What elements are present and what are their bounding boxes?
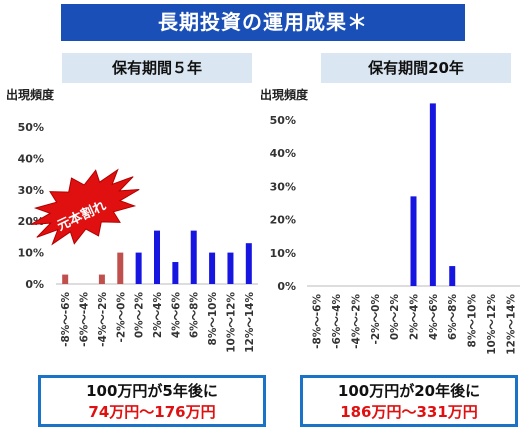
y-tick-label-5yr: 10%	[18, 247, 44, 260]
y-tick-label-5yr: 0%	[25, 278, 44, 291]
x-tick-label-5yr: 4%～6%	[170, 292, 182, 339]
x-tick-label-5yr: 6%～8%	[189, 292, 201, 339]
x-tick-label-20yr: -6%～-4%	[331, 294, 343, 349]
x-tick-label-20yr: -8%～-6%	[312, 294, 324, 349]
chart-20yr: 0% 10% 20% 30% 40% 50% -8%～-6% -6%～-4% -4%～-2% -2…	[270, 103, 520, 355]
y-tick-label-5yr: 40%	[18, 152, 44, 165]
bar-5yr	[154, 230, 160, 284]
y-tick-label-20yr: 20%	[270, 214, 296, 227]
x-tick-label-20yr: 4%～6%	[428, 294, 440, 341]
y-tick-label-20yr: 50%	[270, 114, 296, 127]
x-tick-label-5yr: -6%～-4%	[79, 292, 91, 347]
y-tick-label-20yr: 0%	[277, 280, 296, 293]
y-axis-label-20yr: 出現頻度	[260, 88, 309, 102]
bar-5yr	[172, 262, 179, 284]
result-box-20yr: 100万円が20年後に 186万円～331万円	[300, 375, 518, 427]
burst-shape	[30, 168, 140, 246]
y-tick-label-5yr: 20%	[18, 215, 44, 228]
y-tick-label-20yr: 30%	[270, 180, 296, 193]
y-tick-label-20yr: 10%	[270, 247, 296, 260]
result-box-5yr: 100万円が5年後に 74万円～176万円	[38, 375, 266, 427]
result-line2-5yr: 74万円～176万円	[88, 403, 216, 421]
bar-5yr	[135, 252, 142, 284]
x-tick-label-5yr: 12%～14%	[244, 292, 256, 353]
y-tick-label-20yr: 40%	[270, 147, 296, 160]
x-tick-label-20yr: 6%～8%	[447, 294, 459, 341]
x-tick-label-5yr: 10%～12%	[225, 292, 237, 353]
bar-5yr	[98, 274, 105, 284]
x-tick-label-5yr: 8%～10%	[207, 292, 219, 346]
y-tick-label-5yr: 50%	[18, 121, 44, 134]
bar-20yr	[429, 103, 436, 287]
y-tick-label-5yr: 30%	[18, 184, 44, 197]
page-title: 長期投資の運用成果＊	[61, 4, 465, 41]
bar-5yr	[117, 252, 124, 284]
bar-5yr	[62, 274, 69, 284]
y-axis-label-5yr: 出現頻度	[6, 88, 55, 102]
x-tick-label-20yr: -2%～0%	[370, 294, 382, 345]
bar-20yr	[410, 196, 417, 286]
x-tick-label-5yr: 2%～4%	[152, 292, 164, 339]
x-tick-label-5yr: -2%～0%	[115, 292, 127, 343]
x-tick-label-20yr: 10%～12%	[486, 294, 498, 355]
chart-5yr: 0% 10% 20% 30% 40% 50% -8%～-6% -6%～-4% -4%～-2% -2…	[18, 121, 258, 353]
x-tick-label-20yr: 12%～14%	[505, 294, 517, 355]
x-tick-label-5yr: -8%～-6%	[60, 292, 72, 347]
result-line2-20yr: 186万円～331万円	[340, 403, 478, 421]
x-tick-label-20yr: 2%～4%	[409, 294, 421, 341]
x-tick-label-20yr: 8%～10%	[467, 294, 479, 348]
panel-title-20yr: 保有期間20年	[321, 53, 511, 83]
bar-20yr	[449, 266, 456, 286]
bar-5yr	[227, 252, 234, 284]
x-tick-label-20yr: 0%～2%	[389, 294, 401, 341]
x-tick-label-5yr: -4%～-2%	[97, 292, 109, 347]
bar-5yr	[190, 230, 197, 284]
panel-title-5yr: 保有期間５年	[62, 53, 252, 83]
result-line1-5yr: 100万円が5年後に	[86, 382, 218, 400]
x-tick-label-5yr: 0%～2%	[134, 292, 146, 339]
bar-5yr	[245, 243, 252, 284]
x-tick-label-20yr: -4%～-2%	[350, 294, 362, 349]
result-line1-20yr: 100万円が20年後に	[337, 382, 481, 400]
burst-badge	[30, 168, 140, 246]
bar-5yr	[209, 252, 216, 284]
